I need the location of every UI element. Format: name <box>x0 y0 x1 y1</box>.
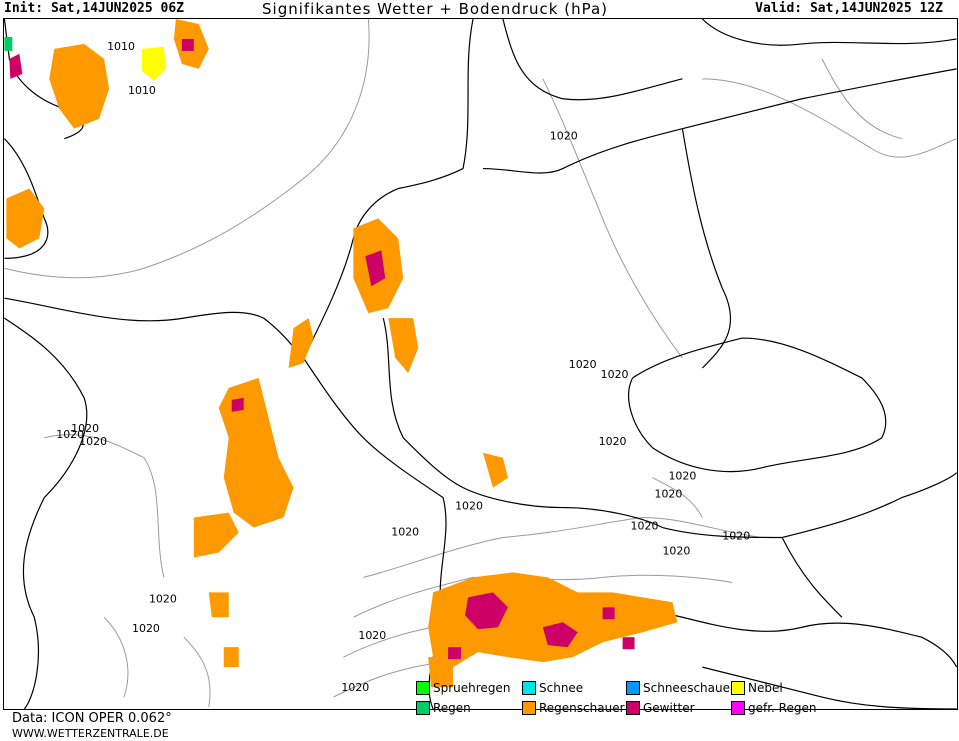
legend-label: Schneeschauer <box>643 681 735 695</box>
isobar-label: 1020 <box>358 629 386 642</box>
legend-swatch <box>522 681 536 695</box>
isobar-label: 1020 <box>722 529 750 542</box>
legend-label: gefr. Regen <box>748 701 817 715</box>
isobar-label: 1020 <box>71 422 99 435</box>
legend-item: Gewitter <box>626 699 695 717</box>
legend-label: Nebel <box>748 681 783 695</box>
legend-label: Gewitter <box>643 701 695 715</box>
map-title: Signifikantes Wetter + Bodendruck (hPa) <box>262 0 608 18</box>
thunderstorms-gewitter <box>9 38 635 660</box>
isobar-labels: 1010 1010 1020 1020 1020 1020 1020 1020 … <box>56 40 750 694</box>
isobar-label: 1020 <box>569 358 597 371</box>
legend-item: Regen <box>416 699 471 717</box>
legend-item: gefr. Regen <box>731 699 816 717</box>
legend-swatch <box>626 681 640 695</box>
legend-swatch <box>731 681 745 695</box>
weather-map: 1010 1010 1020 1020 1020 1020 1020 1020 … <box>3 18 958 710</box>
legend-label: Schnee <box>539 681 584 695</box>
legend: Spruehregen Regen Schnee Regenschauer Sc… <box>416 679 836 719</box>
isobar-label: 1020 <box>631 520 659 533</box>
legend-item: Spruehregen <box>416 679 510 697</box>
legend-swatch <box>626 701 640 715</box>
showers-regenschauer <box>6 19 678 688</box>
data-source: Data: ICON OPER 0.062° <box>12 711 172 726</box>
isobar-label: 1020 <box>341 681 369 694</box>
fog-nebel <box>141 46 166 81</box>
legend-label: Regen <box>433 701 471 715</box>
isobar-label: 1020 <box>56 428 84 441</box>
rain-regen <box>4 36 13 51</box>
valid-time: Valid: Sat,14JUN2025 12Z <box>755 1 943 16</box>
isobar-label: 1020 <box>662 544 690 557</box>
legend-label: Regenschauer <box>539 701 625 715</box>
legend-item: Regenschauer <box>522 699 625 717</box>
legend-swatch <box>522 701 536 715</box>
isobar-label: 1020 <box>149 592 177 605</box>
legend-swatch <box>416 681 430 695</box>
isobar-label: 1010 <box>107 40 135 53</box>
legend-swatch <box>731 701 745 715</box>
isobar-label: 1020 <box>391 526 419 539</box>
legend-item: Nebel <box>731 679 783 697</box>
isobar-label: 1010 <box>128 84 156 97</box>
isobar-label: 1020 <box>79 435 107 448</box>
isobar-label: 1020 <box>132 622 160 635</box>
legend-item: Schnee <box>522 679 583 697</box>
site-url[interactable]: WWW.WETTERZENTRALE.DE <box>12 727 169 740</box>
isobar-label: 1020 <box>601 368 629 381</box>
legend-label: Spruehregen <box>433 681 511 695</box>
init-time: Init: Sat,14JUN2025 06Z <box>4 1 185 16</box>
isobar-label: 1020 <box>668 470 696 483</box>
legend-item: Schneeschauer <box>626 679 735 697</box>
legend-swatch <box>416 701 430 715</box>
isobar-label: 1020 <box>550 130 578 143</box>
precipitation-areas <box>4 19 678 688</box>
isobar-label: 1020 <box>654 488 682 501</box>
isobar-label: 1020 <box>599 435 627 448</box>
isobar-label: 1020 <box>455 500 483 513</box>
